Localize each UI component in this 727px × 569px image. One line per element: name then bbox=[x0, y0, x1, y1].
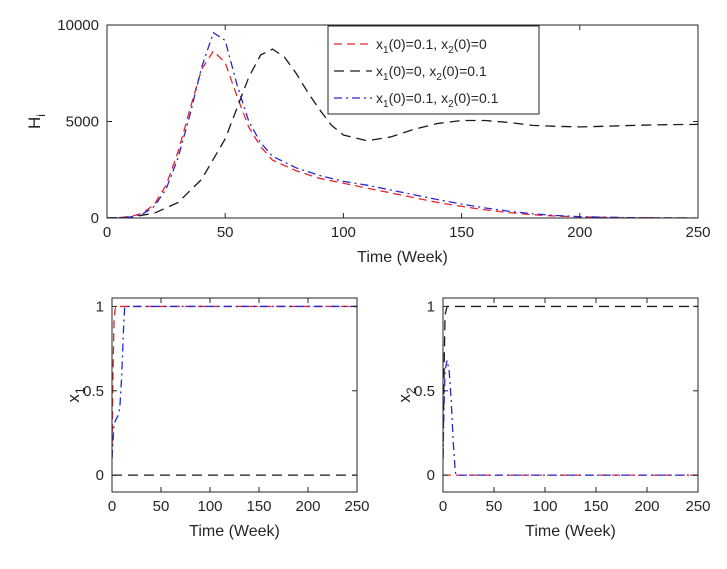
chart-panel-2: 0 50 100 150 200 250 0 0.5 1 Time (Week) x2 bbox=[395, 297, 711, 540]
series-line-1-0 bbox=[112, 305, 357, 459]
series-line-0-1 bbox=[107, 48, 698, 218]
x-tick-label: 50 bbox=[486, 498, 503, 515]
x-tick-label: 200 bbox=[295, 498, 320, 515]
y-tick-label: 1 bbox=[427, 298, 435, 315]
x-tick-label: 50 bbox=[153, 498, 170, 515]
x-tick-label: 0 bbox=[103, 224, 111, 241]
y-axis-label: x1 bbox=[64, 387, 87, 403]
x-tick-label: 200 bbox=[567, 224, 592, 241]
x-tick-label: 150 bbox=[246, 498, 271, 515]
chart-panel-1: 0 50 100 150 200 250 0 0.5 1 Time (Week) x1 bbox=[64, 297, 370, 540]
y-tick-label: 0 bbox=[427, 467, 435, 484]
y-tick-label: 0 bbox=[96, 467, 104, 484]
x-tick-label: 200 bbox=[634, 498, 659, 515]
legend-entry-1: x1(0)=0, x2(0)=0.1 bbox=[376, 63, 487, 83]
x-tick-label: 50 bbox=[217, 224, 234, 241]
series-line-0-2 bbox=[107, 31, 698, 218]
x-tick-label: 150 bbox=[449, 224, 474, 241]
x-axis-label: Time (Week) bbox=[189, 523, 280, 540]
y-tick-label: 0 bbox=[91, 210, 99, 227]
x-axis-label: Time (Week) bbox=[525, 523, 616, 540]
y-tick-label: 10000 bbox=[57, 17, 99, 34]
chart-panel-0: 0 50 100 150 200 250 0 5000 10000 Time (Week) Hi x1… bbox=[25, 17, 711, 266]
x-tick-label: 250 bbox=[685, 498, 710, 515]
legend: x1(0)=0.1, x2(0)=0 x1(0)=0, x2(0)=0.1 x1(0… bbox=[327, 25, 540, 115]
legend-box bbox=[327, 25, 540, 115]
x-tick-label: 0 bbox=[108, 498, 116, 515]
x-axis-label: Time (Week) bbox=[357, 249, 448, 266]
axes-box bbox=[442, 297, 699, 493]
x-tick-label: 100 bbox=[197, 498, 222, 515]
x-tick-label: 0 bbox=[439, 498, 447, 515]
y-tick-label: 5000 bbox=[66, 114, 99, 131]
series-line-0-0 bbox=[107, 50, 698, 218]
y-tick-label: 1 bbox=[96, 298, 104, 315]
series-line-1-2 bbox=[112, 305, 357, 459]
y-tick-label: 0.5 bbox=[83, 383, 104, 400]
series-line-2-2 bbox=[443, 360, 698, 476]
legend-entry-0: x1(0)=0.1, x2(0)=0 bbox=[376, 36, 487, 56]
y-axis-label: x2 bbox=[395, 387, 418, 403]
x-tick-label: 250 bbox=[685, 224, 710, 241]
legend-entry-2: x1(0)=0.1, x2(0)=0.1 bbox=[376, 90, 499, 110]
y-axis-label: Hi bbox=[25, 114, 48, 129]
series-line-2-1 bbox=[443, 305, 698, 459]
x-tick-label: 100 bbox=[331, 224, 356, 241]
x-tick-label: 150 bbox=[583, 498, 608, 515]
y-tick-label: 0.5 bbox=[414, 383, 435, 400]
x-tick-label: 100 bbox=[532, 498, 557, 515]
axes-box bbox=[111, 297, 358, 493]
x-tick-label: 250 bbox=[344, 498, 369, 515]
